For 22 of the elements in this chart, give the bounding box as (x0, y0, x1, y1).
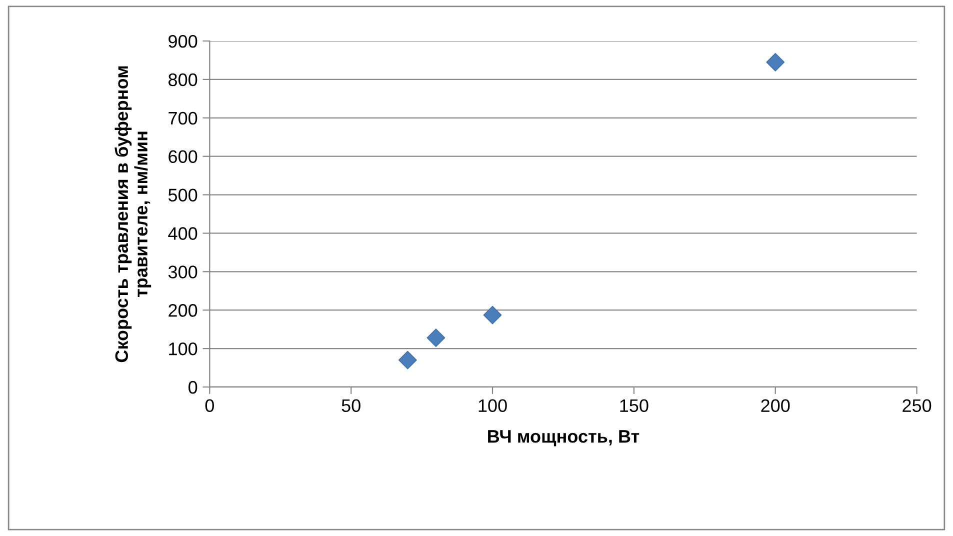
y-tick-label: 400 (168, 227, 198, 240)
y-tick-label: 100 (169, 342, 198, 356)
x-tick-label: 250 (902, 399, 932, 412)
y-tick-label: 600 (168, 150, 198, 164)
y-axis-title: Скорость травления в буферном травителе, нм/мин (114, 66, 152, 362)
y-tick-label: 700 (168, 112, 198, 125)
point (398, 350, 417, 370)
y-tick-label: 0 (188, 380, 198, 394)
x-tick-label: 50 (342, 399, 360, 412)
x-axis-title: ВЧ мощность, Вт (488, 430, 640, 446)
y-tick-label: 900 (168, 34, 198, 48)
y-tick-label: 200 (168, 304, 198, 317)
y-tick-label: 300 (168, 266, 198, 278)
point (483, 306, 502, 324)
y-tick-label: 500 (168, 188, 198, 202)
x-tick-label: 150 (620, 399, 648, 412)
x-tick-label: 0 (205, 399, 214, 412)
point (426, 328, 446, 347)
point (766, 52, 785, 72)
y-tick-label: 800 (168, 73, 198, 86)
x-tick-label: 100 (478, 399, 507, 412)
x-tick-label: 200 (761, 399, 790, 412)
